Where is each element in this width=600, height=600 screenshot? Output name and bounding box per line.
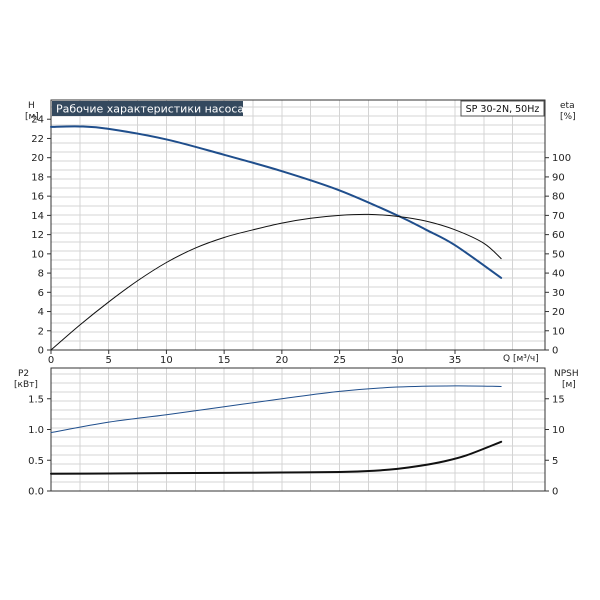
x-tick-label: 25 xyxy=(333,355,346,366)
y-right-tick-label: 30 xyxy=(552,288,565,299)
chart-title: Рабочие характеристики насоса xyxy=(56,103,244,116)
top-panel-frame xyxy=(50,99,546,351)
y-left-tick-label: 1.5 xyxy=(28,394,44,405)
y-right-tick-label: 40 xyxy=(552,269,565,280)
y-left-tick-label: 12 xyxy=(31,230,44,241)
y-right-tick-label: 10 xyxy=(552,326,565,337)
x-tick-label: 35 xyxy=(449,355,462,366)
npsh-curve xyxy=(50,440,503,475)
y-left-tick-label: 10 xyxy=(31,249,44,260)
y-left-tick-label: 8 xyxy=(38,269,44,280)
y-right-tick-label: 90 xyxy=(552,172,565,183)
y-left-tick-label: 1.0 xyxy=(28,425,44,436)
top-panel-ticks: 0246810121416182022240102030405060708090… xyxy=(31,115,571,366)
y-right-unit-bottom: [м] xyxy=(562,380,576,390)
y-right-tick-label: 0 xyxy=(552,487,558,498)
x-tick-label: 20 xyxy=(275,355,288,366)
efficiency-curve xyxy=(50,213,502,351)
y-left-tick-label: 14 xyxy=(31,211,44,222)
y-right-tick-label: 50 xyxy=(552,249,565,260)
y-left-tick-label: 2 xyxy=(38,326,44,337)
top-panel-grid xyxy=(51,100,545,350)
y-right-tick-label: 15 xyxy=(552,394,565,405)
y-left-tick-label: 0.0 xyxy=(28,487,44,498)
x-tick-label: 0 xyxy=(48,355,54,366)
y-right-tick-label: 10 xyxy=(552,425,565,436)
x-tick-label: 30 xyxy=(391,355,404,366)
y-right-tick-label: 60 xyxy=(552,230,565,241)
y-right-label-bottom: NPSH xyxy=(554,369,579,379)
y-left-unit-top: [м] xyxy=(25,112,39,122)
x-axis-label: Q [м³/ч] xyxy=(503,354,539,364)
y-right-tick-label: 0 xyxy=(552,346,558,357)
x-tick-label: 10 xyxy=(160,355,173,366)
y-right-tick-label: 100 xyxy=(552,153,571,164)
y-left-label-bottom: P2 xyxy=(18,369,29,379)
model-box xyxy=(460,100,545,117)
y-left-label-top: H xyxy=(28,101,35,111)
y-left-tick-label: 0 xyxy=(38,346,44,357)
model-label: SP 30-2N, 50Hz xyxy=(466,104,540,115)
y-left-unit-bottom: [кВт] xyxy=(14,380,38,390)
bottom-panel-curves xyxy=(50,385,503,475)
y-left-tick-label: 4 xyxy=(38,307,44,318)
head-curve xyxy=(50,125,503,279)
y-right-tick-label: 80 xyxy=(552,192,565,203)
bottom-panel-ticks: 0.0 0.5 1.0 1.5 0 5 10 15 xyxy=(28,394,565,497)
top-panel-curves xyxy=(50,125,503,351)
y-right-tick-label: 20 xyxy=(552,307,565,318)
y-left-tick-label: 16 xyxy=(31,192,44,203)
y-right-unit-top: [%] xyxy=(560,112,576,122)
y-left-tick-label: 18 xyxy=(31,172,44,183)
x-tick-label: 15 xyxy=(218,355,231,366)
y-left-tick-label: 22 xyxy=(31,134,44,145)
y-right-tick-label: 5 xyxy=(552,456,558,467)
title-box xyxy=(52,101,243,116)
y-right-label-top: eta xyxy=(560,101,575,111)
y-left-tick-label: 6 xyxy=(38,288,44,299)
y-left-tick-label: 24 xyxy=(31,115,44,126)
power-p2-curve xyxy=(50,385,502,434)
y-right-tick-label: 70 xyxy=(552,211,565,222)
y-left-tick-label: 20 xyxy=(31,153,44,164)
y-left-tick-label: 0.5 xyxy=(28,456,44,467)
x-tick-label: 5 xyxy=(106,355,112,366)
